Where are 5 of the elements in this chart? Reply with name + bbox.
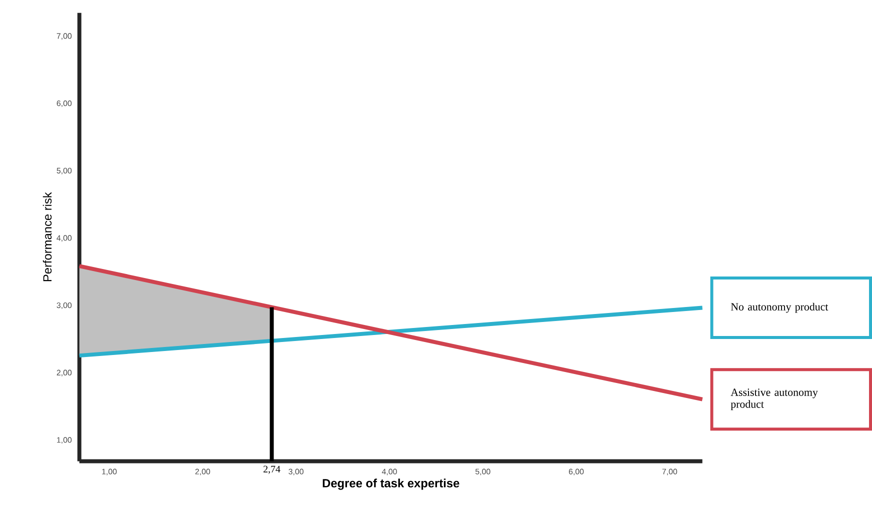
text: No autonomy product xyxy=(730,302,828,313)
ref-line-label: 2,74 xyxy=(264,466,280,474)
text: Assistive autonomy product xyxy=(730,388,818,410)
y-axis-title: Performance risk xyxy=(42,192,52,282)
x-axis-title: Degree of task expertise xyxy=(322,478,460,490)
